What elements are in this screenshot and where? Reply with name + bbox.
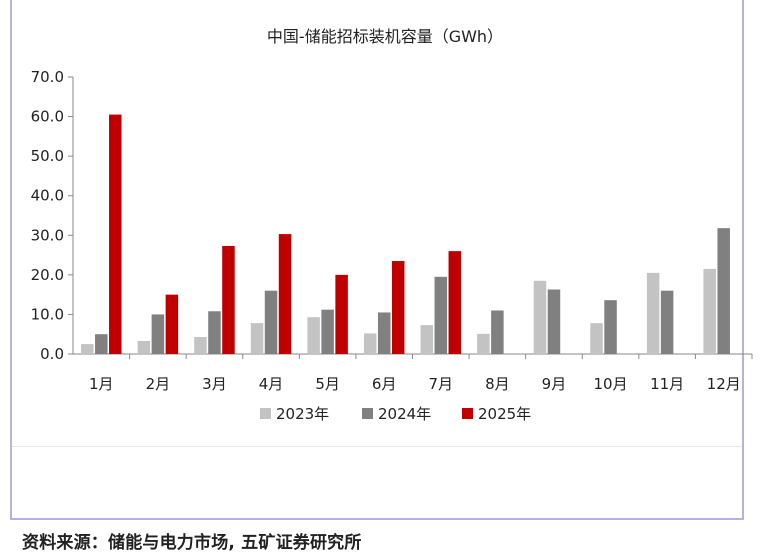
legend-label: 2024年 — [378, 405, 431, 423]
y-tick-label: 30.0 — [31, 226, 64, 244]
y-tick-label: 0.0 — [40, 345, 64, 363]
bar-2024年-1月 — [95, 334, 108, 354]
bar-2024年-5月 — [321, 309, 334, 354]
bar-2023年-11月 — [646, 272, 660, 354]
bar-2023年-8月 — [477, 333, 490, 354]
legend-label: 2025年 — [478, 405, 531, 423]
bar-2023年-5月 — [307, 317, 320, 354]
bar-2024年-9月 — [547, 289, 561, 354]
legend-swatch — [362, 408, 373, 419]
bar-2024年-3月 — [208, 311, 221, 354]
chart-bars — [81, 114, 730, 354]
chart-title: 中国-储能招标装机容量（GWh） — [267, 27, 503, 46]
legend-swatch — [462, 408, 473, 419]
bar-2025年-6月 — [391, 261, 405, 354]
bar-2025年-1月 — [109, 114, 122, 354]
bar-2025年-3月 — [222, 245, 235, 354]
bar-2025年-2月 — [165, 294, 179, 354]
x-tick-label: 1月 — [89, 375, 114, 393]
x-tick-label: 10月 — [593, 375, 627, 393]
bar-2023年-1月 — [81, 344, 94, 354]
bar-2023年-6月 — [363, 333, 377, 354]
x-tick-label: 5月 — [315, 375, 340, 393]
chart-frame — [10, 0, 744, 520]
frame-divider — [12, 446, 742, 447]
bar-2024年-7月 — [434, 276, 448, 354]
y-tick-label: 50.0 — [31, 147, 64, 165]
bar-2023年-3月 — [194, 336, 207, 354]
x-tick-label: 12月 — [707, 375, 741, 393]
bar-2024年-11月 — [660, 290, 674, 354]
legend-label: 2023年 — [276, 405, 329, 423]
x-tick-label: 2月 — [146, 375, 171, 393]
bar-2023年-9月 — [533, 280, 547, 354]
bar-2024年-8月 — [491, 310, 504, 354]
y-tick-label: 10.0 — [31, 305, 64, 323]
x-tick-label: 8月 — [485, 375, 510, 393]
bar-2024年-12月 — [717, 228, 730, 354]
x-tick-label: 9月 — [542, 375, 567, 393]
bar-2023年-7月 — [420, 325, 434, 354]
bar-2023年-4月 — [250, 323, 264, 354]
bar-2025年-4月 — [278, 234, 292, 354]
chart-axes: 0.0 10.0 20.0 30.0 40.0 50.0 60.0 70.0 1月 2月 3月 4月 5… — [31, 68, 753, 393]
chart-legend: 2023年 2024年 2025年 — [260, 405, 531, 423]
x-tick-label: 3月 — [202, 375, 227, 393]
bar-2024年-4月 — [264, 290, 278, 354]
x-tick-label: 11月 — [650, 375, 684, 393]
bar-2025年-5月 — [335, 274, 348, 354]
bar-2025年-7月 — [448, 251, 462, 354]
bar-2023年-12月 — [703, 268, 716, 354]
y-tick-label: 40.0 — [31, 187, 64, 205]
y-tick-label: 20.0 — [31, 266, 64, 284]
x-tick-label: 7月 — [429, 375, 454, 393]
bar-2024年-10月 — [604, 300, 617, 354]
y-tick-label: 70.0 — [31, 68, 64, 86]
bar-2024年-2月 — [151, 314, 165, 354]
y-tick-label: 60.0 — [31, 108, 64, 126]
x-tick-label: 4月 — [259, 375, 284, 393]
source-note: 资料来源：储能与电力市场, 五矿证券研究所 — [22, 533, 362, 553]
bar-2023年-10月 — [590, 323, 603, 354]
x-tick-label: 6月 — [372, 375, 397, 393]
bar-2024年-6月 — [377, 312, 391, 354]
bar-2023年-2月 — [137, 340, 151, 354]
legend-swatch — [260, 408, 271, 419]
